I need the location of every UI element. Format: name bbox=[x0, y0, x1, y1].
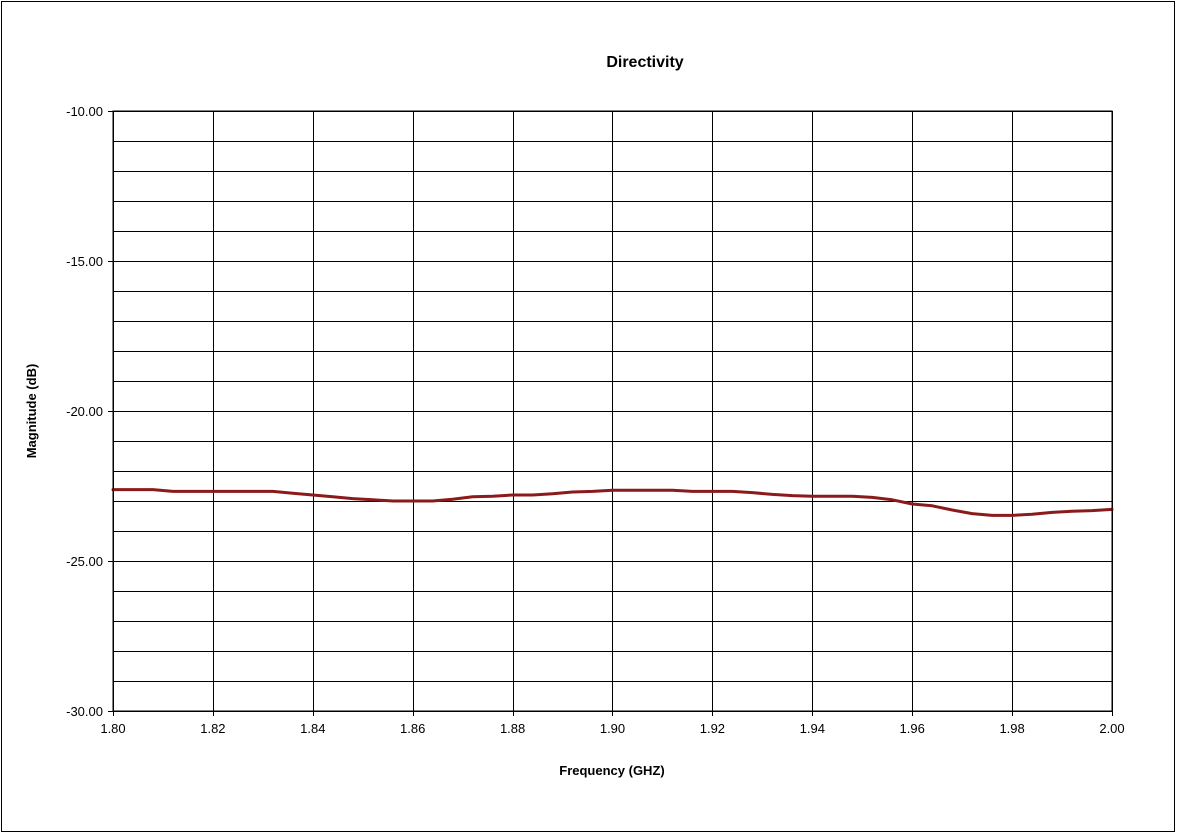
x-tick-label: 1.92 bbox=[700, 721, 725, 736]
y-tick-label: -15.00 bbox=[66, 254, 103, 269]
x-axis-label: Frequency (GHZ) bbox=[559, 763, 664, 778]
x-tick-label: 1.80 bbox=[100, 721, 125, 736]
plot-area-border bbox=[112, 110, 1113, 712]
series-layer bbox=[111, 488, 1114, 517]
x-tick-label: 2.00 bbox=[1099, 721, 1124, 736]
y-tick-label: -25.00 bbox=[66, 554, 103, 569]
x-tick-label: 1.86 bbox=[400, 721, 425, 736]
y-tick-label: -30.00 bbox=[66, 704, 103, 719]
y-tick-label: -20.00 bbox=[66, 404, 103, 419]
tick-labels: 1.80 1.82 1.84 1.86 1.88 1.90 1.92 1.94 1.96 1.98… bbox=[66, 104, 1125, 736]
y-tick-label: -10.00 bbox=[66, 104, 103, 119]
x-tick-label: 1.98 bbox=[999, 721, 1024, 736]
series-line bbox=[111, 488, 1114, 517]
x-tick-label: 1.84 bbox=[300, 721, 325, 736]
y-axis-label: Magnitude (dB) bbox=[24, 364, 39, 459]
x-tick-label: 1.94 bbox=[800, 721, 825, 736]
chart-title: Directivity bbox=[606, 54, 683, 71]
gridlines bbox=[108, 111, 1113, 716]
x-tick-label: 1.88 bbox=[500, 721, 525, 736]
x-tick-label: 1.90 bbox=[600, 721, 625, 736]
x-tick-label: 1.96 bbox=[900, 721, 925, 736]
x-tick-label: 1.82 bbox=[200, 721, 225, 736]
